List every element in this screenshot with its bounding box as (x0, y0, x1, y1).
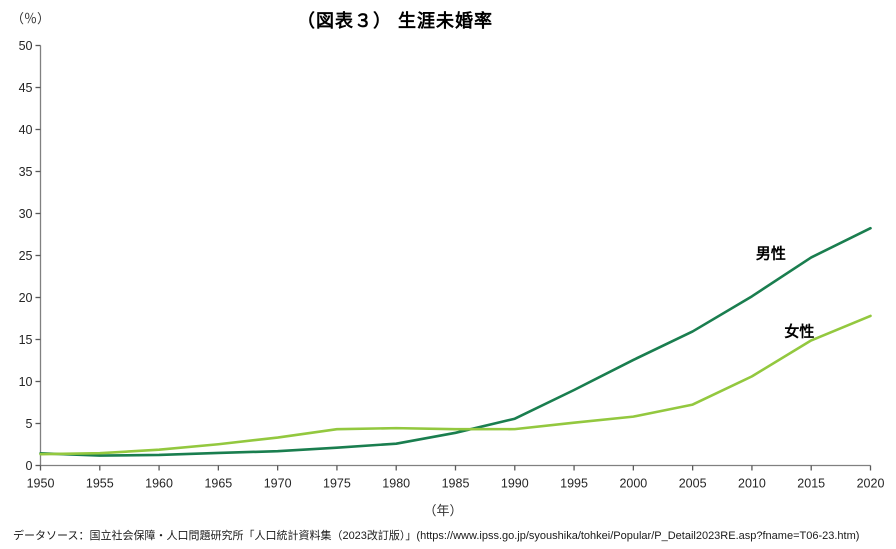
x-tick-label: 1955 (86, 477, 114, 491)
x-tick-label: 1960 (145, 477, 173, 491)
y-axis-unit-label: （％） (11, 11, 51, 26)
y-tick-label: 10 (19, 375, 33, 389)
y-tick-label: 35 (19, 165, 33, 179)
x-axis-unit-label: （年） (423, 503, 463, 518)
y-tick-label: 30 (19, 207, 33, 221)
x-tick-label: 1965 (204, 477, 232, 491)
series-annotation-male: 男性 (756, 244, 786, 262)
y-tick-label: 40 (19, 123, 33, 137)
x-tick-label: 1980 (382, 477, 410, 491)
chart-title: （図表３） 生涯未婚率 (297, 11, 493, 31)
y-tick-label: 50 (19, 39, 33, 53)
series-line-male (39, 226, 872, 457)
series-annotation-female: 女性 (784, 323, 814, 341)
y-tick-label: 45 (19, 81, 33, 95)
series-line-female (39, 314, 872, 456)
y-tick-label: 5 (26, 417, 33, 431)
x-tick-label: 1970 (264, 477, 292, 491)
x-tick-label: 2005 (679, 477, 707, 491)
data-source-note: データソース：国立社会保障・人口問題研究所「人口統計資料集（2023改訂版）」(… (13, 530, 860, 542)
x-tick-label: 2020 (857, 477, 885, 491)
x-tick-label: 2015 (797, 477, 825, 491)
x-tick-label: 1985 (442, 477, 470, 491)
y-tick-label: 20 (19, 291, 33, 305)
x-tick-label: 2000 (619, 477, 647, 491)
x-tick-label: 1990 (501, 477, 529, 491)
y-tick-label: 0 (26, 459, 33, 473)
x-tick-label: 2010 (738, 477, 766, 491)
y-tick-label: 15 (19, 333, 33, 347)
y-tick-label: 25 (19, 249, 33, 263)
x-tick-label: 1975 (323, 477, 351, 491)
x-tick-label: 1950 (27, 477, 55, 491)
x-tick-label: 1995 (560, 477, 588, 491)
